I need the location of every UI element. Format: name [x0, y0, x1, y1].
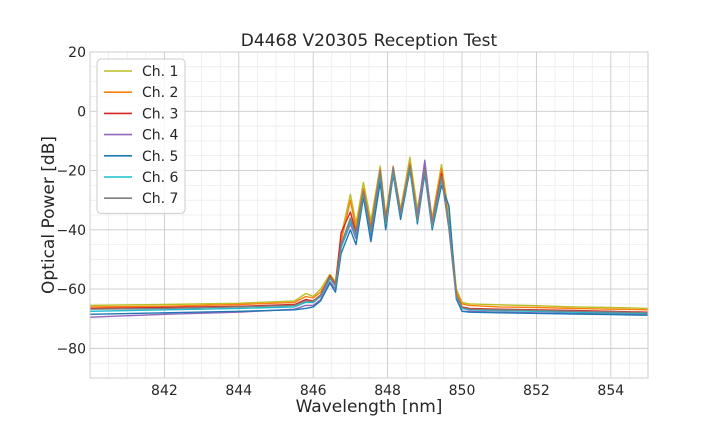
series-line-7: [89, 164, 649, 314]
legend: Ch. 1 Ch. 2 Ch. 3 Ch. 4 Ch. 5 Ch. 6 Ch. 7: [96, 58, 186, 214]
chart-title: D4468 V20305 Reception Test: [241, 31, 498, 51]
y-tick-label: 0: [77, 104, 86, 120]
legend-box: [96, 58, 186, 214]
x-tick-label: 848: [374, 383, 401, 399]
y-tick-labels: −80 −60 −40 −20 0 20: [56, 45, 86, 357]
legend-label: Ch. 4: [142, 128, 179, 144]
plot-area-border: [89, 51, 649, 379]
y-tick-label: 20: [68, 45, 86, 61]
x-tick-label: 854: [597, 383, 624, 399]
y-axis-title: Optical Power [dB]: [39, 136, 59, 294]
legend-label: Ch. 1: [142, 64, 178, 80]
legend-label: Ch. 7: [142, 191, 178, 207]
legend-label: Ch. 2: [142, 85, 178, 101]
x-tick-label: 852: [523, 383, 550, 399]
series-lines: [89, 156, 649, 318]
x-axis-title: Wavelength [nm]: [296, 397, 443, 417]
y-tick-label: −60: [56, 282, 86, 298]
y-tick-label: −20: [56, 164, 86, 180]
x-tick-label: 846: [300, 383, 327, 399]
y-tick-label: −40: [56, 223, 86, 239]
x-tick-labels: 842 844 846 848 850 852 854: [151, 383, 624, 399]
plot-frame: [89, 51, 649, 379]
legend-label: Ch. 5: [142, 149, 178, 165]
y-tick-label: −80: [56, 341, 86, 357]
x-tick-label: 850: [449, 383, 476, 399]
x-tick-label: 844: [225, 383, 252, 399]
legend-label: Ch. 6: [142, 170, 179, 186]
x-tick-label: 842: [151, 383, 178, 399]
legend-label: Ch. 3: [142, 106, 178, 122]
